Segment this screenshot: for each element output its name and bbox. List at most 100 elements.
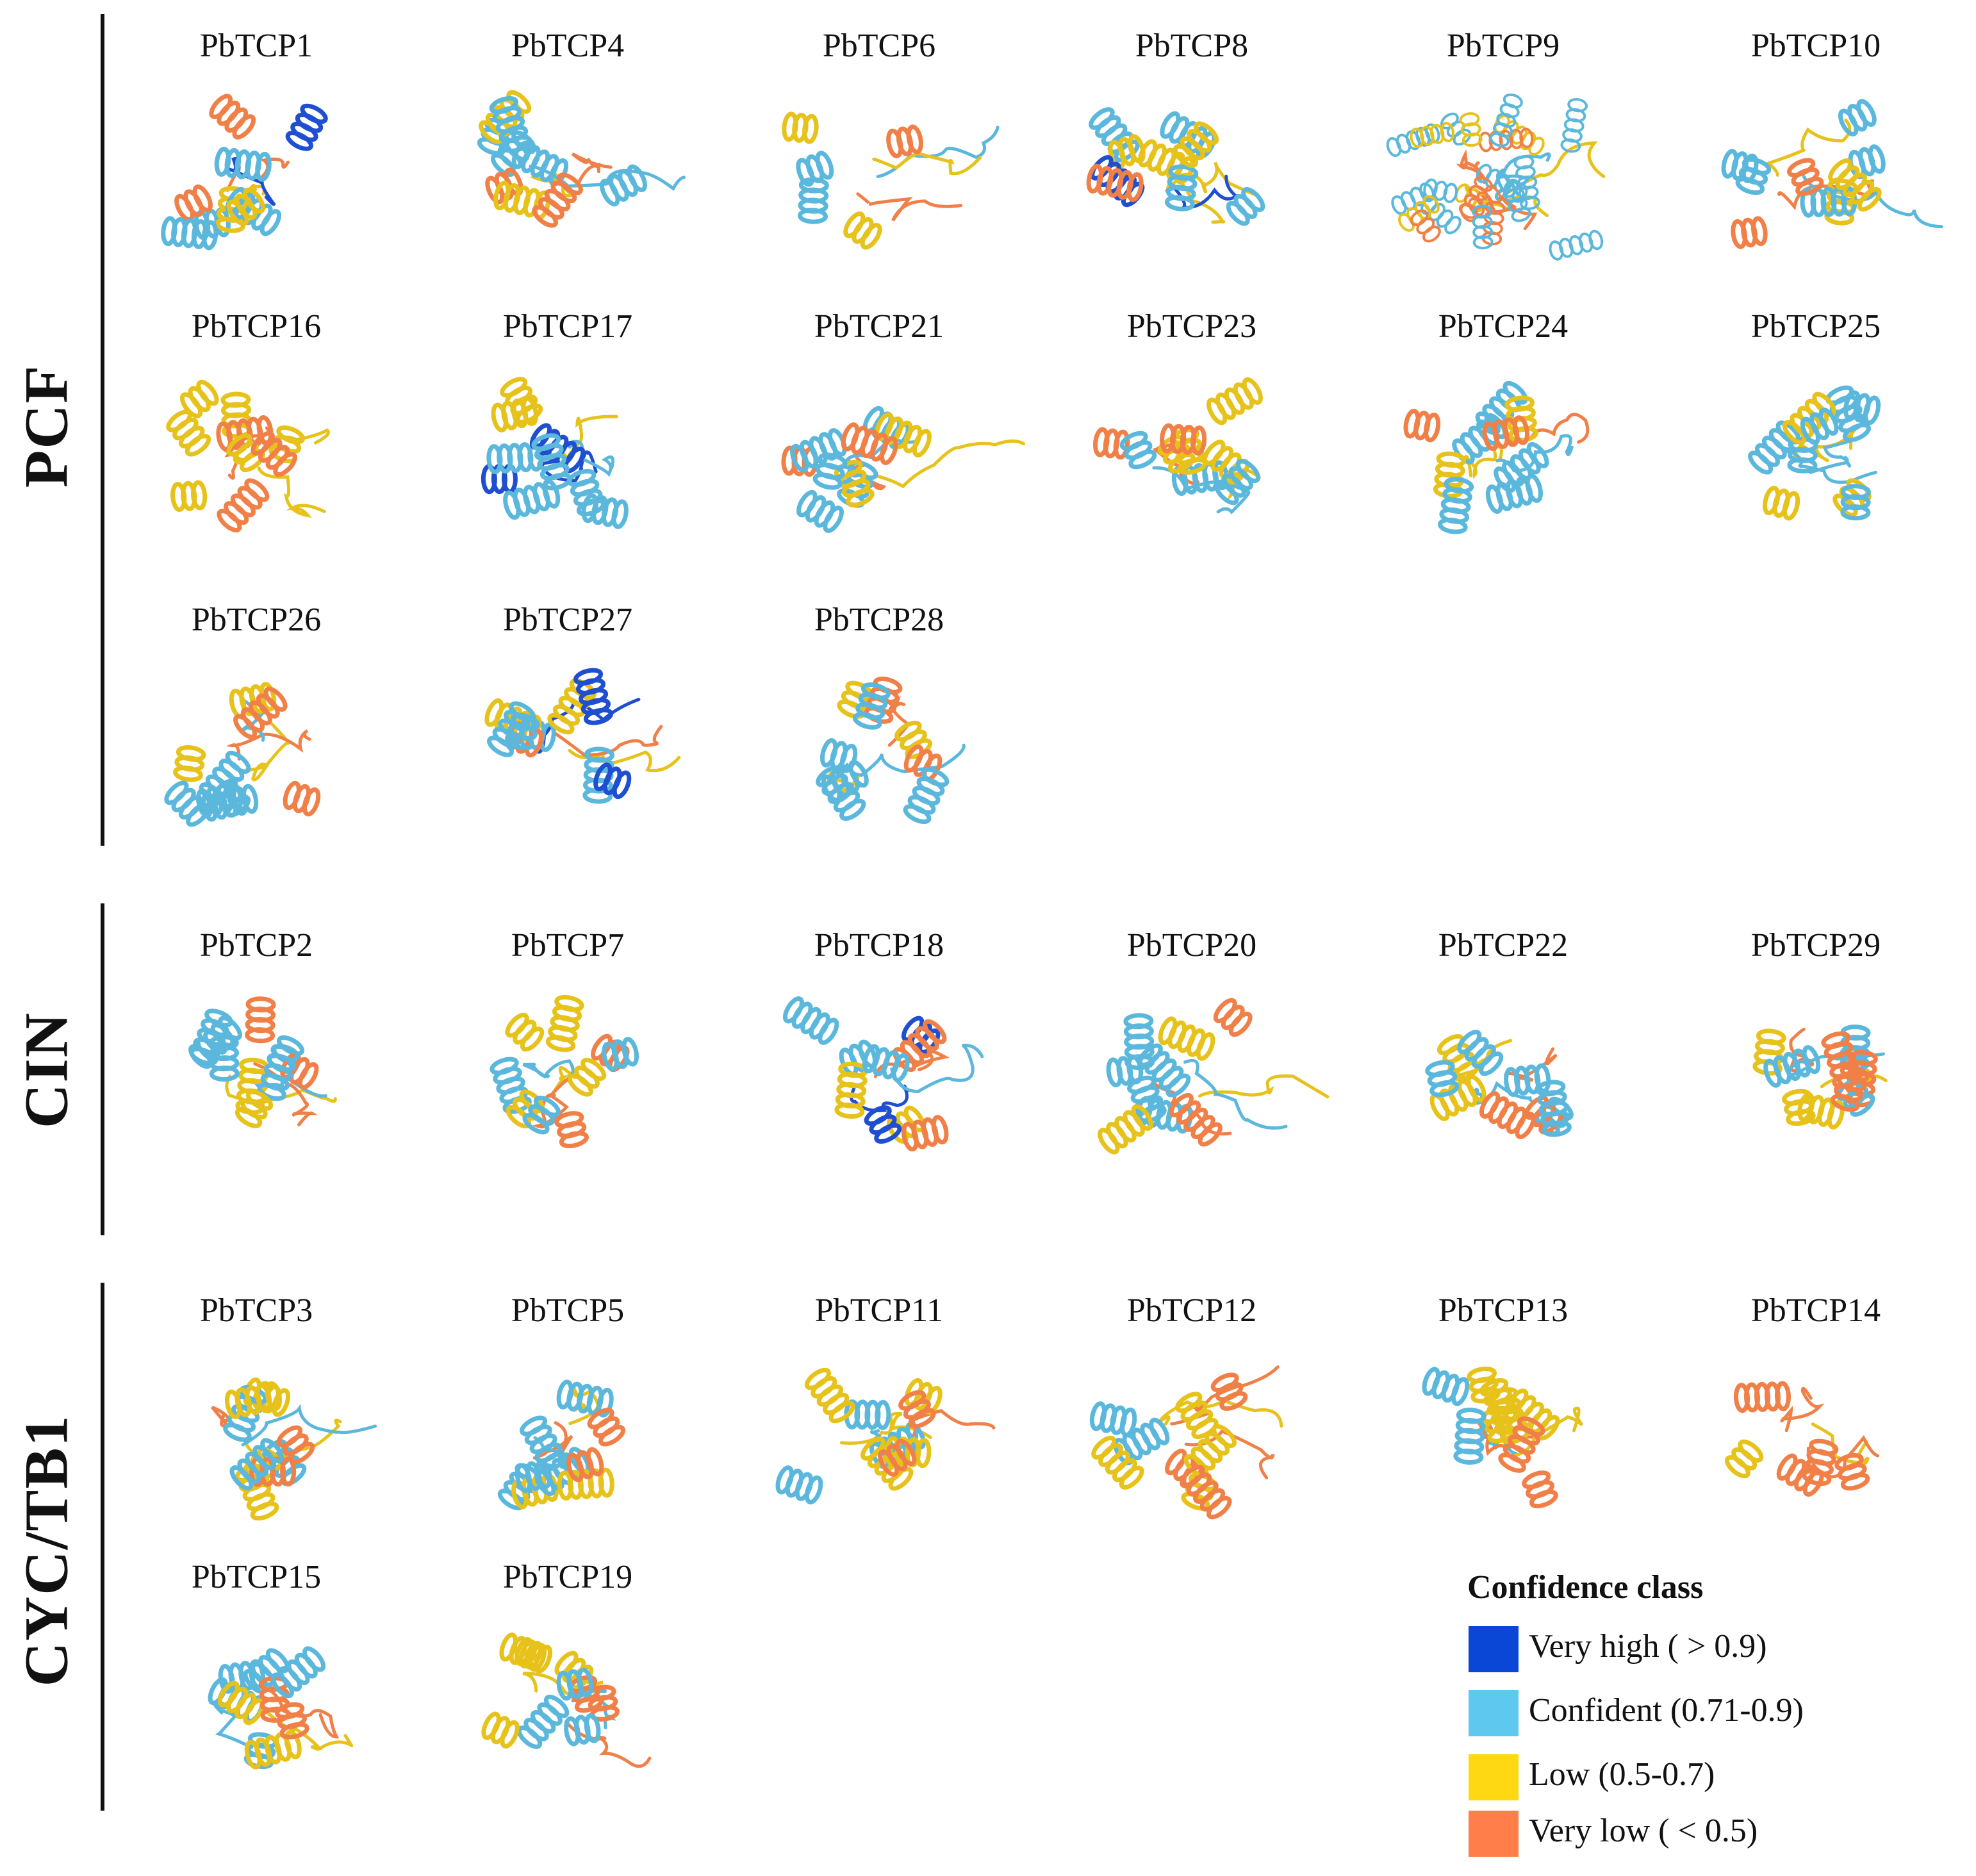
legend-title: Confidence class [1467,1569,1704,1606]
protein-title-pbtcp16: PbTCP16 [191,308,322,345]
protein-title-pbtcp10: PbTCP10 [1750,28,1881,64]
protein-title-pbtcp18: PbTCP18 [814,927,944,964]
helix-pbtcp15-6 [217,1681,265,1725]
helix-pbtcp2-8 [188,1016,242,1069]
helix-pbtcp19-8 [556,1667,594,1701]
helix-pbtcp20-2 [1158,1016,1215,1061]
helix-pbtcp10-8 [1721,149,1759,183]
group-bar-pcf [101,14,104,846]
loop-pbtcp14-1 [1780,1386,1825,1433]
helix-pbtcp16-2 [217,478,270,532]
helix-pbtcp2-5 [257,1044,300,1101]
structure-pbtcp8 [1086,107,1265,226]
helix-pbtcp18-5 [834,1062,869,1119]
structure-pbtcp14 [1724,1381,1880,1497]
helix-pbtcp25-7 [1800,407,1839,445]
loop-pbtcp9-5 [1474,188,1537,231]
helix-pbtcp8-7 [1164,164,1199,211]
helix-pbtcp6-0 [797,177,829,224]
helix-pbtcp29-8 [1831,1064,1870,1112]
helix-pbtcp2-6 [235,1089,274,1128]
legend-swatch-very-low [1469,1811,1519,1857]
helix-pbtcp18-7 [864,1105,902,1144]
structure-pbtcp9 [1386,93,1606,261]
helix-pbtcp18-2 [901,1115,949,1152]
helix-pbtcp11-5 [804,1367,855,1424]
loop-pbtcp20-2 [1183,1058,1288,1130]
protein-title-pbtcp21: PbTCP21 [814,308,944,345]
loop-pbtcp8-0 [1180,161,1256,196]
protein-title-pbtcp19: PbTCP19 [502,1559,633,1595]
structure-pbtcp20 [1098,998,1330,1155]
helix-pbtcp22-4 [1457,1030,1504,1076]
protein-title-pbtcp22: PbTCP22 [1438,927,1568,964]
loop-pbtcp25-1 [1809,439,1853,474]
helix-pbtcp25-3 [1843,390,1881,425]
protein-title-pbtcp3: PbTCP3 [199,1292,313,1329]
helix-pbtcp7-8 [602,1037,639,1072]
helix-pbtcp20-7 [1169,1092,1223,1147]
helix-pbtcp10-6 [1828,158,1882,212]
helix-pbtcp13-8 [1467,1366,1501,1404]
helix-pbtcp11-8 [775,1465,823,1505]
helix-pbtcp1-7 [226,187,266,226]
structure-pbtcp22 [1425,1030,1574,1139]
helix-pbtcp18-6 [893,1019,947,1072]
helix-pbtcp14-4 [1802,1438,1839,1486]
helix-pbtcp10-7 [1787,158,1824,197]
helix-pbtcp20-3 [1213,998,1253,1037]
helix-pbtcp5-7 [566,1447,604,1483]
helix-pbtcp17-6 [500,377,543,425]
helix-pbtcp20-6 [1098,1104,1153,1155]
helix-pbtcp28-2 [894,720,932,759]
structure-pbtcp16 [166,379,330,532]
helix-pbtcp17-0 [566,469,606,516]
helix-pbtcp10-1 [1848,144,1886,179]
helix-pbtcp21-8 [812,452,848,490]
structure-pbtcp3 [211,1377,377,1521]
protein-title-pbtcp9: PbTCP9 [1446,28,1560,64]
protein-title-pbtcp6: PbTCP6 [822,28,936,64]
group-label-cin: CIN [12,1011,81,1129]
helix-pbtcp24-4 [1437,477,1474,534]
structure-pbtcp5 [497,1379,626,1511]
helix-pbtcp13-7 [1498,1416,1545,1473]
structure-pbtcp4 [477,90,686,228]
helix-pbtcp12-8 [1180,1465,1232,1520]
loop-pbtcp22-1 [1504,1047,1558,1082]
structure-pbtcp29 [1752,1024,1888,1130]
helix-pbtcp9-12 [1504,188,1531,222]
helix-pbtcp21-7 [841,422,898,465]
legend-label-very-high: Very high ( > 0.9) [1529,1628,1767,1665]
structure-pbtcp15 [208,1646,354,1770]
helix-pbtcp7-5 [545,994,584,1053]
helix-pbtcp7-4 [522,1096,561,1135]
helix-pbtcp22-8 [1425,1060,1460,1098]
legend-swatch-very-high [1469,1626,1519,1672]
protein-title-pbtcp25: PbTCP25 [1750,308,1881,345]
helix-pbtcp8-3 [1108,134,1146,169]
protein-title-pbtcp8: PbTCP8 [1135,28,1249,64]
helix-pbtcp6-1 [843,211,882,250]
helix-pbtcp26-3 [283,780,321,817]
helix-pbtcp12-6 [1089,1401,1137,1438]
helix-pbtcp19-1 [481,1711,520,1748]
helix-pbtcp19-0 [516,1694,570,1749]
group-label-cyc-tb1: CYC/TB1 [12,1414,81,1687]
helix-pbtcp12-5 [1091,1435,1144,1490]
structure-pbtcp1 [161,94,328,251]
helix-pbtcp7-1 [505,1012,545,1052]
structure-pbtcp11 [775,1367,996,1505]
loop-pbtcp19-1 [564,1720,652,1768]
protein-title-pbtcp27: PbTCP27 [502,602,633,638]
helix-pbtcp9-1 [1440,112,1472,146]
helix-pbtcp5-6 [557,1467,614,1501]
structure-pbtcp27 [484,668,681,804]
helix-pbtcp1-4 [285,103,328,151]
helix-pbtcp11-4 [844,1399,891,1431]
structure-pbtcp28 [816,676,966,825]
helix-pbtcp1-1 [214,147,272,182]
helix-pbtcp21-4 [796,490,844,533]
loop-pbtcp18-2 [890,1043,984,1094]
structure-pbtcp17 [481,377,629,529]
